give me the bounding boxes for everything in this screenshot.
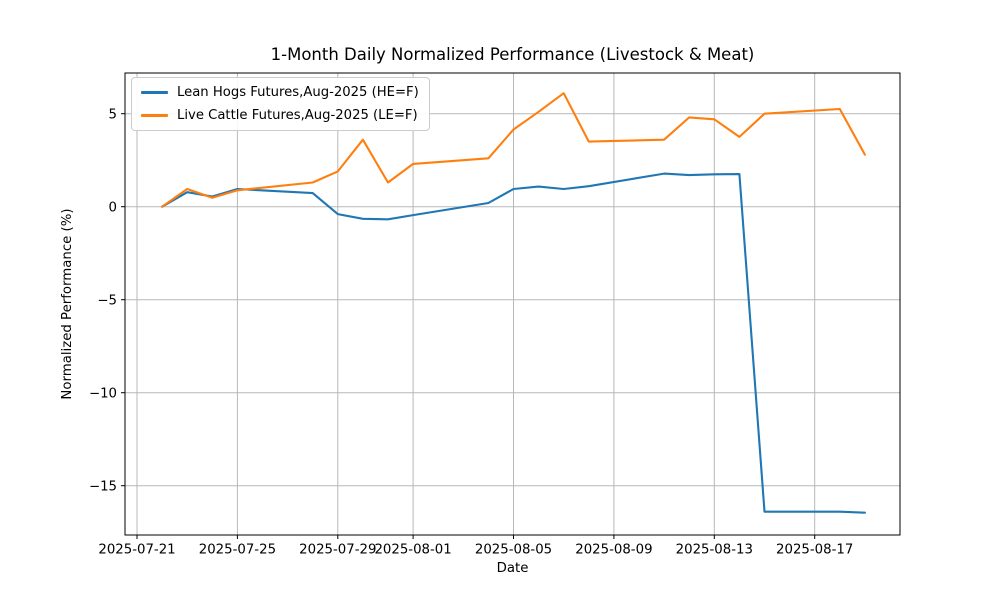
svg-text:0: 0 bbox=[109, 200, 117, 215]
y-axis-label: Normalized Performance (%) bbox=[60, 208, 75, 400]
svg-text:2025-08-01: 2025-08-01 bbox=[374, 543, 451, 558]
svg-text:−15: −15 bbox=[89, 479, 117, 494]
svg-text:5: 5 bbox=[109, 107, 117, 122]
x-axis-label: Date bbox=[496, 561, 529, 576]
svg-text:2025-07-21: 2025-07-21 bbox=[98, 543, 175, 558]
plot-border bbox=[124, 72, 901, 536]
svg-text:2025-08-13: 2025-08-13 bbox=[676, 543, 753, 558]
live-cattle-line bbox=[161, 92, 866, 208]
legend-item-lean-hogs: Lean Hogs Futures,Aug-2025 (HE=F) bbox=[141, 83, 419, 102]
gridlines bbox=[125, 73, 900, 535]
svg-text:2025-08-05: 2025-08-05 bbox=[475, 543, 552, 558]
legend: Lean Hogs Futures,Aug-2025 (HE=F) Live C… bbox=[131, 77, 430, 131]
chart-title: 1-Month Daily Normalized Performance (Li… bbox=[270, 45, 755, 64]
legend-label-live-cattle: Live Cattle Futures,Aug-2025 (LE=F) bbox=[177, 108, 418, 123]
lean-hogs-line-sample bbox=[141, 91, 168, 94]
legend-item-live-cattle: Live Cattle Futures,Aug-2025 (LE=F) bbox=[141, 106, 419, 125]
svg-text:2025-07-25: 2025-07-25 bbox=[199, 543, 276, 558]
svg-text:2025-08-17: 2025-08-17 bbox=[776, 543, 853, 558]
x-tick-labels: 2025-07-21 2025-07-25 2025-07-292025-08-01… bbox=[98, 543, 853, 558]
legend-label-lean-hogs: Lean Hogs Futures,Aug-2025 (HE=F) bbox=[177, 85, 419, 100]
svg-text:−5: −5 bbox=[97, 293, 117, 308]
live-cattle-line-sample bbox=[141, 114, 168, 117]
axis-ticks bbox=[121, 113, 816, 539]
svg-text:2025-08-09: 2025-08-09 bbox=[575, 543, 652, 558]
svg-text:−10: −10 bbox=[89, 386, 117, 401]
lean-hogs-line bbox=[161, 172, 866, 514]
y-tick-labels: 5 0 −5 −10 −15 bbox=[89, 107, 117, 494]
svg-text:2025-07-29: 2025-07-29 bbox=[299, 543, 376, 558]
